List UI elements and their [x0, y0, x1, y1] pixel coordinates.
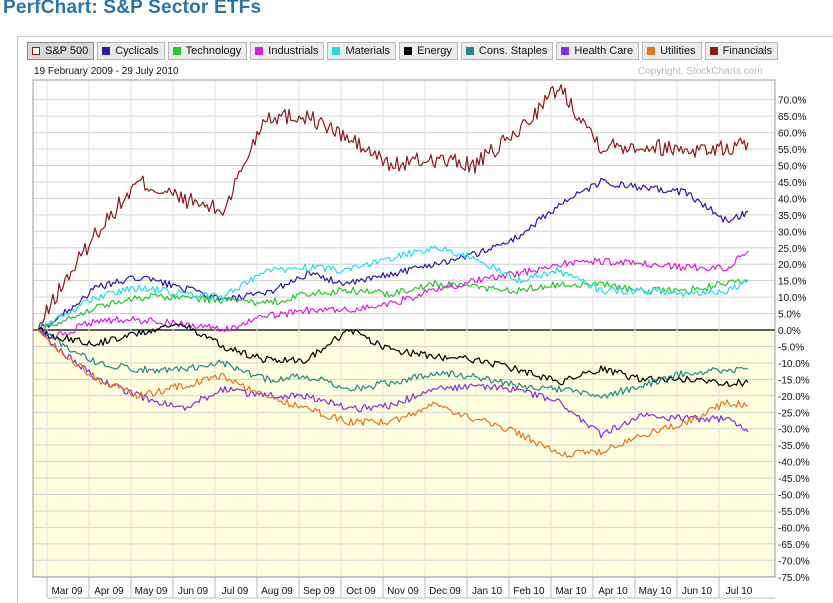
- legend-label: Materials: [345, 45, 391, 57]
- y-tick-label: 65.0%: [778, 112, 806, 123]
- x-tick-label: Jun 10: [682, 586, 712, 597]
- series-line-cons-staples: [38, 328, 749, 399]
- y-tick-label: -45.0%: [778, 474, 810, 485]
- y-tick-label: 15.0%: [778, 277, 806, 288]
- x-tick-label: Sep 09: [303, 586, 335, 597]
- y-tick-label: -50.0%: [778, 491, 810, 502]
- series-line-technology: [38, 278, 749, 331]
- series-line-materials: [37, 245, 749, 333]
- legend-label: S&P 500: [45, 45, 89, 57]
- y-tick-label: -25.0%: [778, 408, 810, 419]
- legend-label: Health Care: [574, 45, 634, 57]
- x-tick-label: Jul 10: [726, 586, 753, 597]
- legend-item-cyclicals[interactable]: Cyclicals: [97, 42, 165, 60]
- y-tick-label: -10.0%: [778, 359, 810, 370]
- y-tick-label: -60.0%: [778, 523, 810, 534]
- legend-swatch: [102, 47, 111, 55]
- y-tick-label: 45.0%: [778, 178, 806, 189]
- legend-item-industrials[interactable]: Industrials: [250, 42, 325, 60]
- legend-swatch: [32, 47, 40, 55]
- y-tick-label: -15.0%: [778, 375, 810, 386]
- y-tick-label: 50.0%: [778, 162, 806, 173]
- legend-item-utilities[interactable]: Utilities: [642, 42, 702, 60]
- series-line-health-care: [37, 329, 749, 439]
- legend-item-s-p-500[interactable]: S&P 500: [27, 42, 95, 60]
- y-tick-label: 35.0%: [778, 211, 806, 222]
- legend-label: Industrials: [268, 45, 319, 57]
- y-tick-label: 40.0%: [778, 194, 806, 205]
- x-tick-label: Mar 09: [51, 586, 83, 597]
- plot-border: [32, 79, 776, 578]
- negative-zone-background: [33, 330, 775, 577]
- x-tick-label: Feb 10: [513, 586, 545, 597]
- legend-item-technology[interactable]: Technology: [167, 42, 248, 60]
- legend-label: Technology: [185, 45, 242, 57]
- legend-swatch: [561, 47, 570, 55]
- copyright-label: Copyright, StockCharts.com: [638, 66, 763, 77]
- y-tick-label: 60.0%: [778, 129, 806, 140]
- legend-label: Cons. Staples: [478, 45, 548, 57]
- x-tick-label: Jun 09: [178, 586, 208, 597]
- legend-item-health-care[interactable]: Health Care: [556, 42, 640, 60]
- legend-swatch: [404, 47, 413, 55]
- x-tick-label: Jan 10: [472, 586, 502, 597]
- legend-label: Utilities: [660, 45, 696, 57]
- legend-swatch: [465, 47, 474, 55]
- legend-item-energy[interactable]: Energy: [399, 42, 458, 60]
- legend-label: Cyclicals: [115, 45, 159, 57]
- y-tick-label: -75.0%: [778, 573, 810, 584]
- legend-item-cons-staples[interactable]: Cons. Staples: [460, 42, 554, 60]
- x-tick-label: Jul 09: [222, 586, 249, 597]
- y-tick-label: -5.0%: [778, 342, 804, 353]
- legend-swatch: [709, 47, 718, 55]
- x-tick-label: Aug 09: [261, 586, 293, 597]
- legend-item-materials[interactable]: Materials: [327, 42, 397, 60]
- x-tick-label: Mar 10: [555, 586, 587, 597]
- x-tick-label: Oct 09: [346, 586, 376, 597]
- legend-swatch: [332, 47, 341, 55]
- y-tick-label: -65.0%: [778, 540, 810, 551]
- x-tick-label: May 09: [135, 586, 168, 597]
- series-line-energy: [37, 323, 749, 387]
- y-tick-label: 5.0%: [778, 310, 801, 321]
- legend-swatch: [172, 47, 181, 55]
- y-tick-label: -30.0%: [778, 425, 810, 436]
- y-tick-label: -40.0%: [778, 458, 810, 469]
- x-tick-label: Apr 09: [94, 586, 124, 597]
- y-tick-label: -55.0%: [778, 507, 810, 518]
- y-tick-label: 70.0%: [778, 96, 806, 107]
- legend-label: Financials: [722, 45, 773, 57]
- legend: S&P 500 Cyclicals Technology Industrials Mat…: [27, 42, 779, 62]
- series-line-financials: [37, 84, 749, 331]
- legend-item-financials[interactable]: Financials: [704, 42, 779, 60]
- legend-swatch: [255, 47, 264, 55]
- x-tick-label: Apr 10: [598, 586, 628, 597]
- y-tick-label: 55.0%: [778, 145, 806, 156]
- y-tick-label: -20.0%: [778, 392, 810, 403]
- page-title: PerfChart: S&P Sector ETFs: [3, 0, 262, 18]
- x-tick-label: Nov 09: [387, 586, 419, 597]
- legend-label: Energy: [417, 45, 452, 57]
- x-tick-label: May 10: [639, 586, 672, 597]
- series-line-cyclicals: [37, 177, 749, 331]
- y-tick-label: 10.0%: [778, 293, 806, 304]
- y-tick-label: 20.0%: [778, 260, 806, 271]
- y-tick-label: 0.0%: [778, 326, 801, 337]
- x-tick-label: Dec 09: [429, 586, 461, 597]
- date-range-label: 19 February 2009 - 29 July 2010: [34, 66, 179, 77]
- y-tick-label: 25.0%: [778, 244, 806, 255]
- series-line-utilities: [37, 329, 748, 458]
- y-tick-label: -35.0%: [778, 441, 810, 452]
- y-tick-label: -70.0%: [778, 556, 810, 567]
- y-tick-label: 30.0%: [778, 227, 806, 238]
- legend-swatch: [647, 47, 656, 55]
- series-line-industrials: [37, 250, 749, 341]
